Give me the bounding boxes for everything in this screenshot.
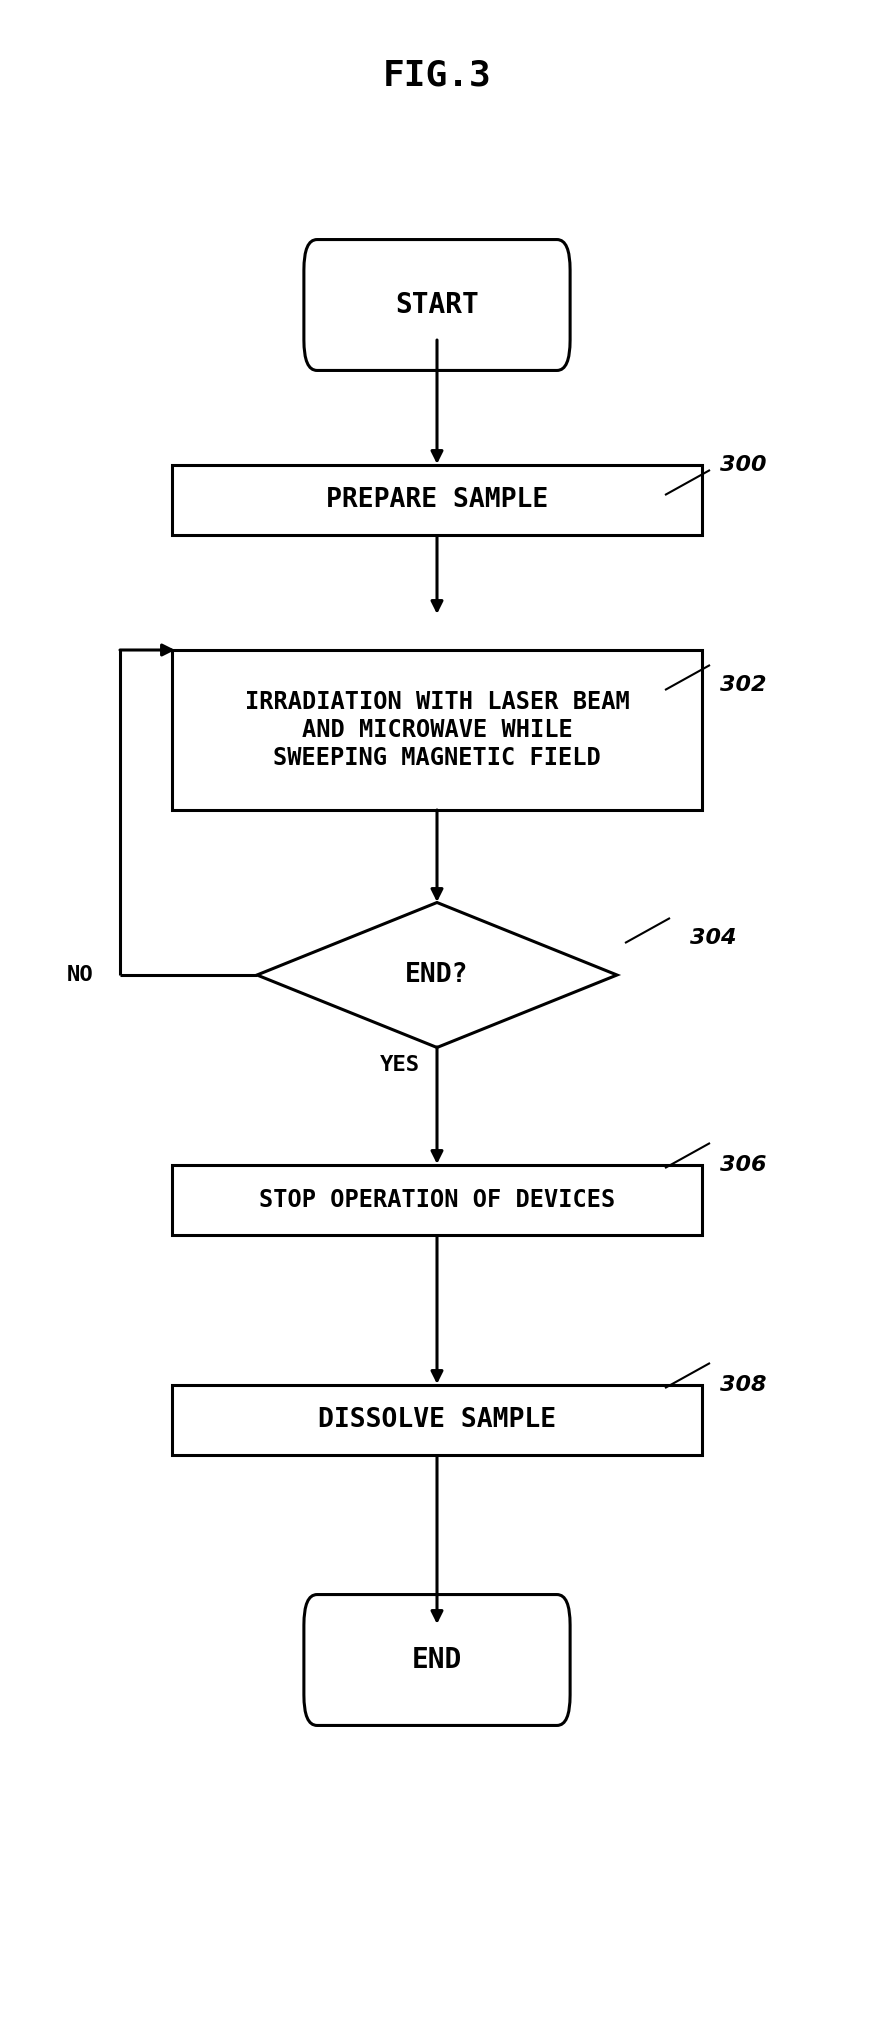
FancyBboxPatch shape <box>304 240 570 369</box>
FancyBboxPatch shape <box>172 1165 702 1234</box>
Polygon shape <box>257 903 617 1047</box>
Text: END: END <box>412 1646 462 1675</box>
Text: IRRADIATION WITH LASER BEAM
AND MICROWAVE WHILE
SWEEPING MAGNETIC FIELD: IRRADIATION WITH LASER BEAM AND MICROWAV… <box>245 690 629 769</box>
Text: STOP OPERATION OF DEVICES: STOP OPERATION OF DEVICES <box>259 1188 615 1212</box>
Text: 302: 302 <box>720 676 766 694</box>
Text: 306: 306 <box>720 1155 766 1175</box>
Text: FIG.3: FIG.3 <box>383 59 491 91</box>
FancyBboxPatch shape <box>172 1384 702 1456</box>
Text: 300: 300 <box>720 455 766 475</box>
Text: 304: 304 <box>690 928 737 948</box>
FancyBboxPatch shape <box>172 650 702 810</box>
Text: 308: 308 <box>720 1374 766 1395</box>
FancyBboxPatch shape <box>172 465 702 536</box>
Text: START: START <box>395 290 479 319</box>
Text: DISSOLVE SAMPLE: DISSOLVE SAMPLE <box>318 1407 556 1433</box>
FancyBboxPatch shape <box>304 1594 570 1725</box>
Text: PREPARE SAMPLE: PREPARE SAMPLE <box>326 487 548 514</box>
Text: NO: NO <box>66 964 94 985</box>
Text: YES: YES <box>380 1056 420 1076</box>
Text: END?: END? <box>406 962 468 989</box>
